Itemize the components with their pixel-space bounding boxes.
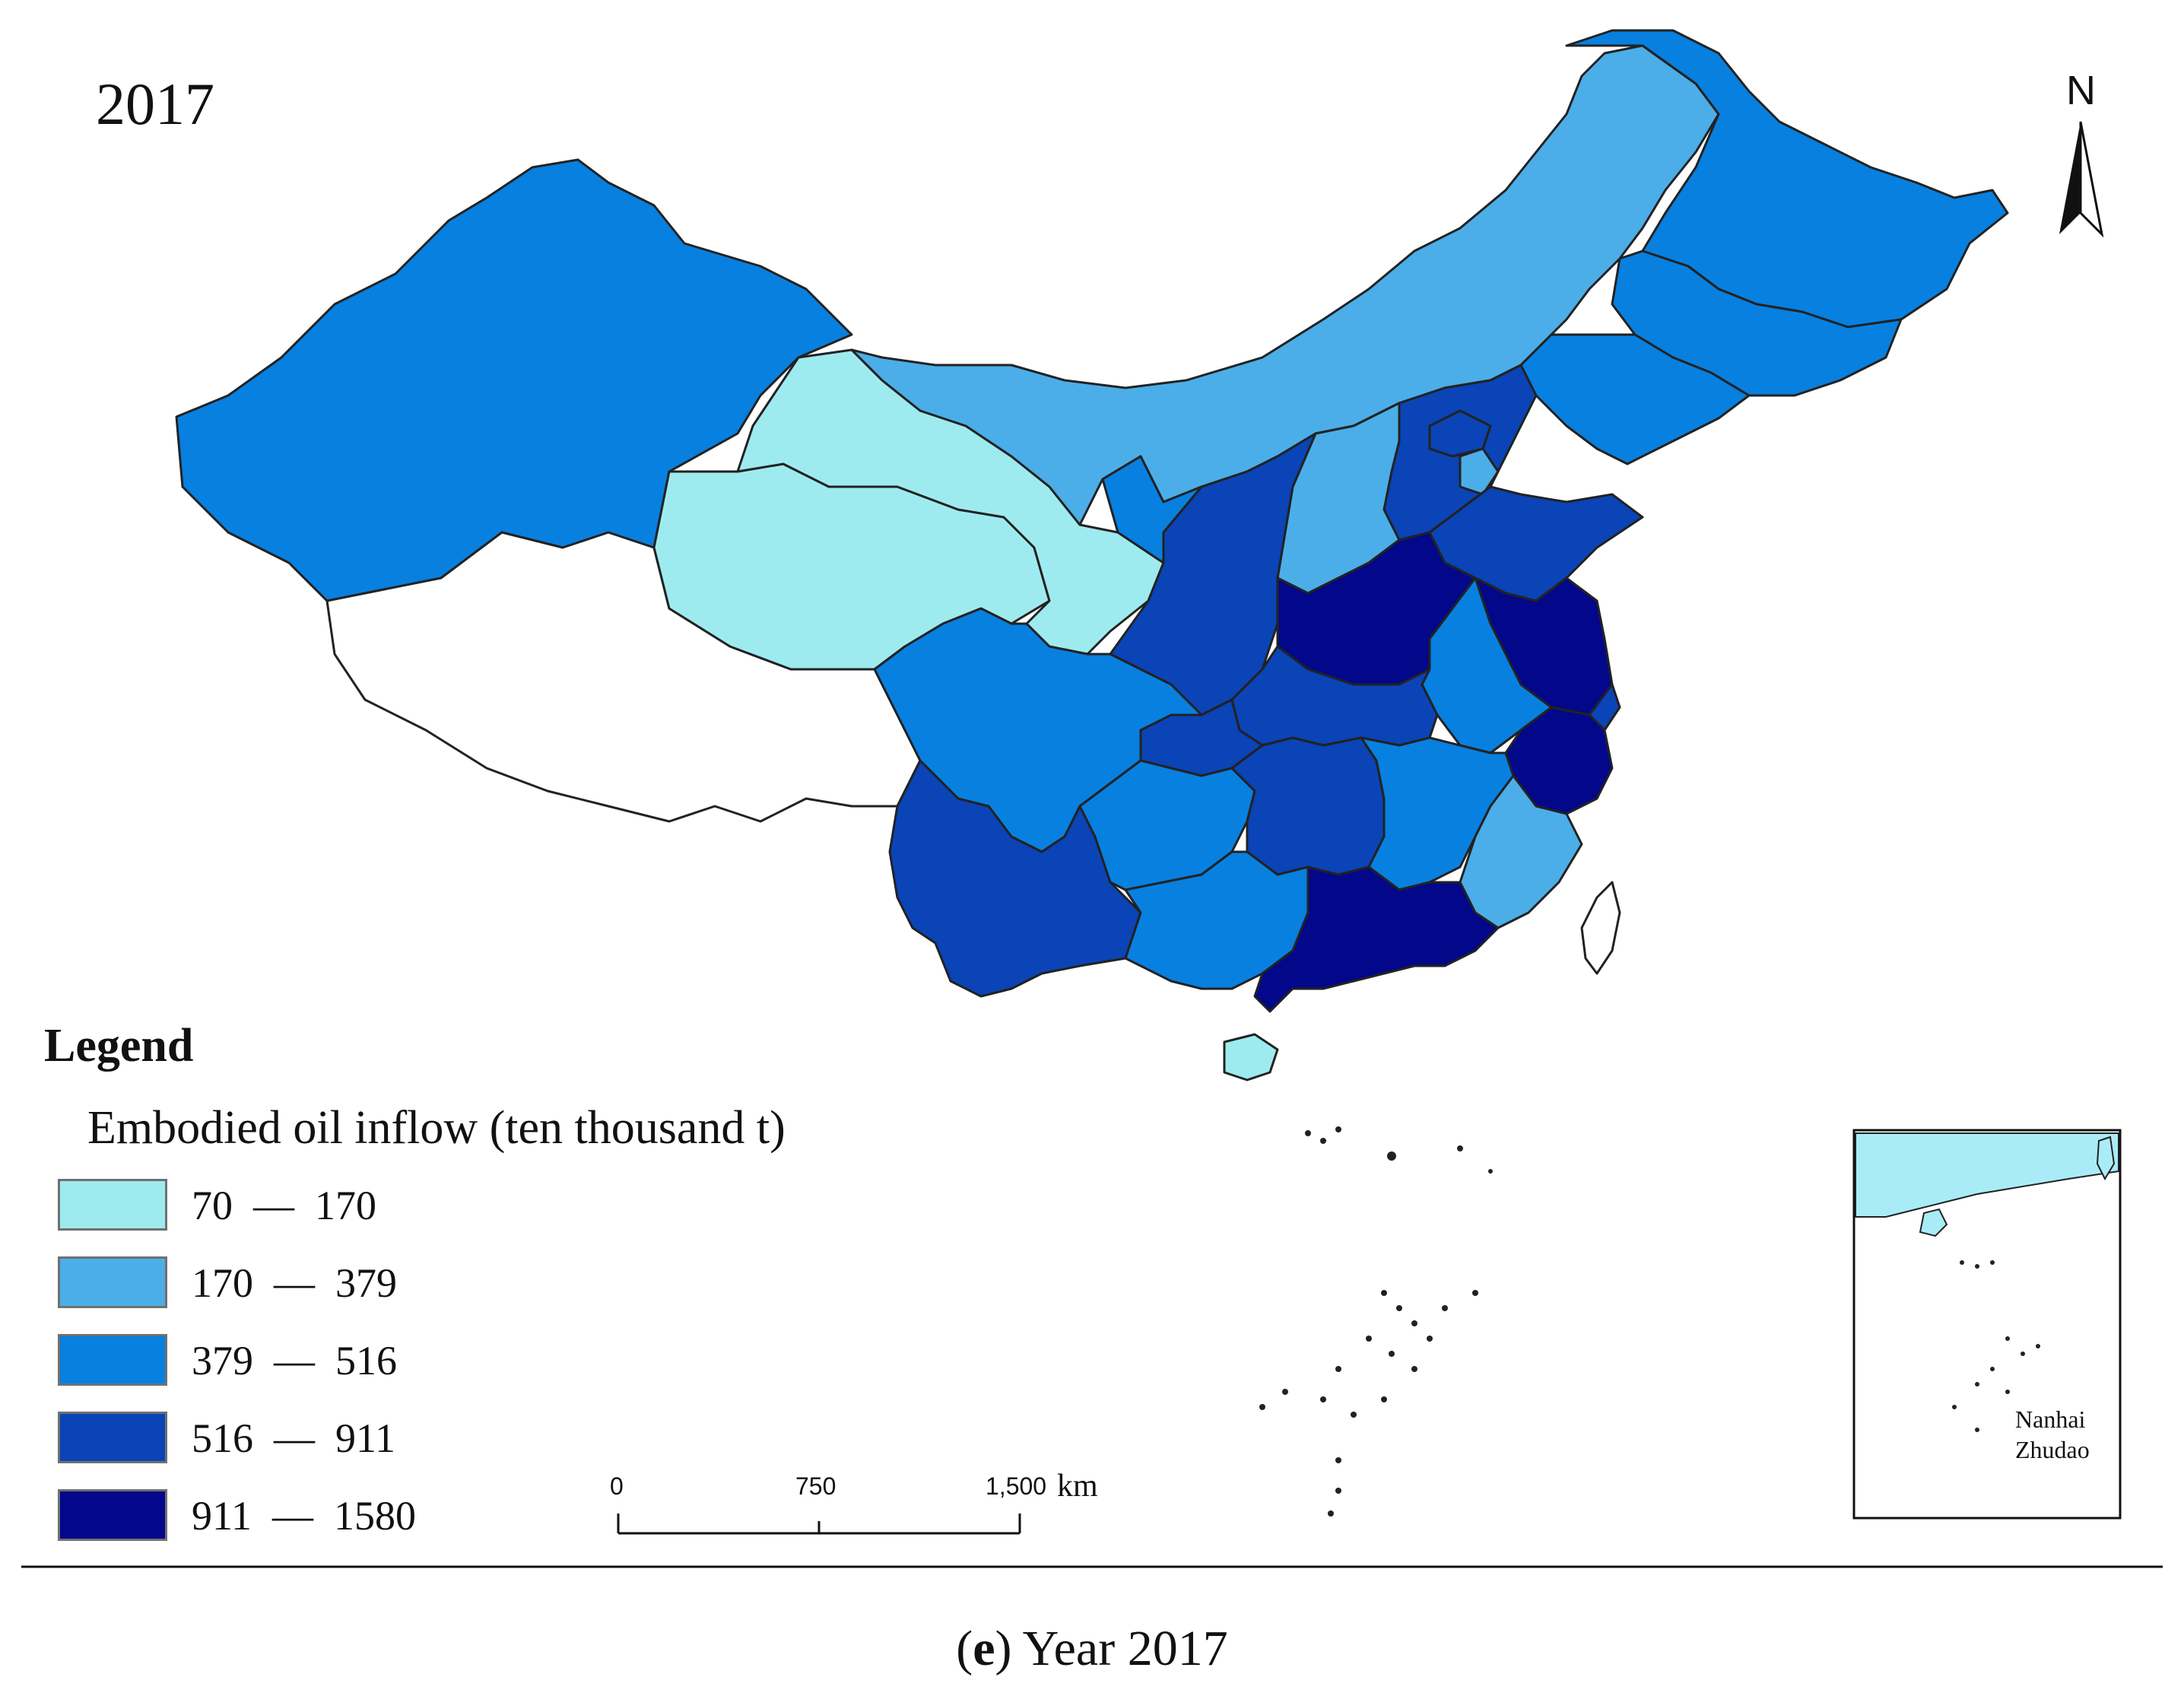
legend-swatch bbox=[58, 1334, 167, 1386]
legend-item: 70 — 170 bbox=[58, 1179, 514, 1240]
legend-range: 911 — 1580 bbox=[192, 1493, 416, 1539]
caption-text: Year 2017 bbox=[1011, 1621, 1228, 1676]
legend-item: 516 — 911 bbox=[58, 1412, 514, 1472]
legend-range: 516 — 911 bbox=[192, 1415, 395, 1461]
region-tianjin bbox=[1459, 447, 1500, 496]
scale-unit: km bbox=[1057, 1469, 1098, 1504]
region-guangdong bbox=[1253, 866, 1500, 1013]
legend-range: 170 — 379 bbox=[192, 1260, 397, 1306]
inset-map bbox=[1852, 1129, 2122, 1520]
legend-subtitle: Embodied oil inflow (ten thousand t) bbox=[87, 1102, 786, 1154]
map-year-label: 2017 bbox=[96, 71, 214, 137]
legend-range: 70 — 170 bbox=[192, 1183, 376, 1228]
south-sea-islands bbox=[1259, 1126, 1493, 1517]
inset-label-line2: Zhudao bbox=[2015, 1436, 2090, 1463]
region-guangxi bbox=[1124, 850, 1309, 990]
scale-tick-1500: 1,500 bbox=[986, 1472, 1047, 1500]
legend-item: 911 — 1580 bbox=[58, 1489, 514, 1550]
legend-item: 170 — 379 bbox=[58, 1256, 514, 1317]
region-liaoning bbox=[1519, 333, 1751, 465]
legend-range: 379 — 516 bbox=[192, 1338, 397, 1383]
legend-swatch bbox=[58, 1412, 167, 1463]
legend-heading: Legend bbox=[44, 1020, 194, 1072]
caption-letter: e bbox=[973, 1621, 995, 1676]
legend-swatch bbox=[58, 1256, 167, 1308]
figure-caption: (e) Year 2017 bbox=[956, 1621, 1228, 1676]
region-heilongjiang bbox=[1565, 29, 2009, 329]
north-label: N bbox=[2066, 68, 2096, 113]
legend-item: 379 — 516 bbox=[58, 1334, 514, 1395]
region-hainan bbox=[1223, 1033, 1279, 1082]
scale-tick-750: 750 bbox=[795, 1472, 836, 1500]
legend-swatch bbox=[58, 1179, 167, 1231]
legend-swatch bbox=[58, 1489, 167, 1541]
north-arrow-icon bbox=[2059, 121, 2104, 238]
region-hunan bbox=[1230, 736, 1386, 876]
scale-tick-0: 0 bbox=[610, 1472, 624, 1500]
inset-label-line1: Nanhai bbox=[2015, 1406, 2086, 1433]
region-ningxia bbox=[1101, 455, 1203, 564]
region-taiwan bbox=[1580, 881, 1621, 975]
scale-bar bbox=[617, 1514, 1021, 1535]
